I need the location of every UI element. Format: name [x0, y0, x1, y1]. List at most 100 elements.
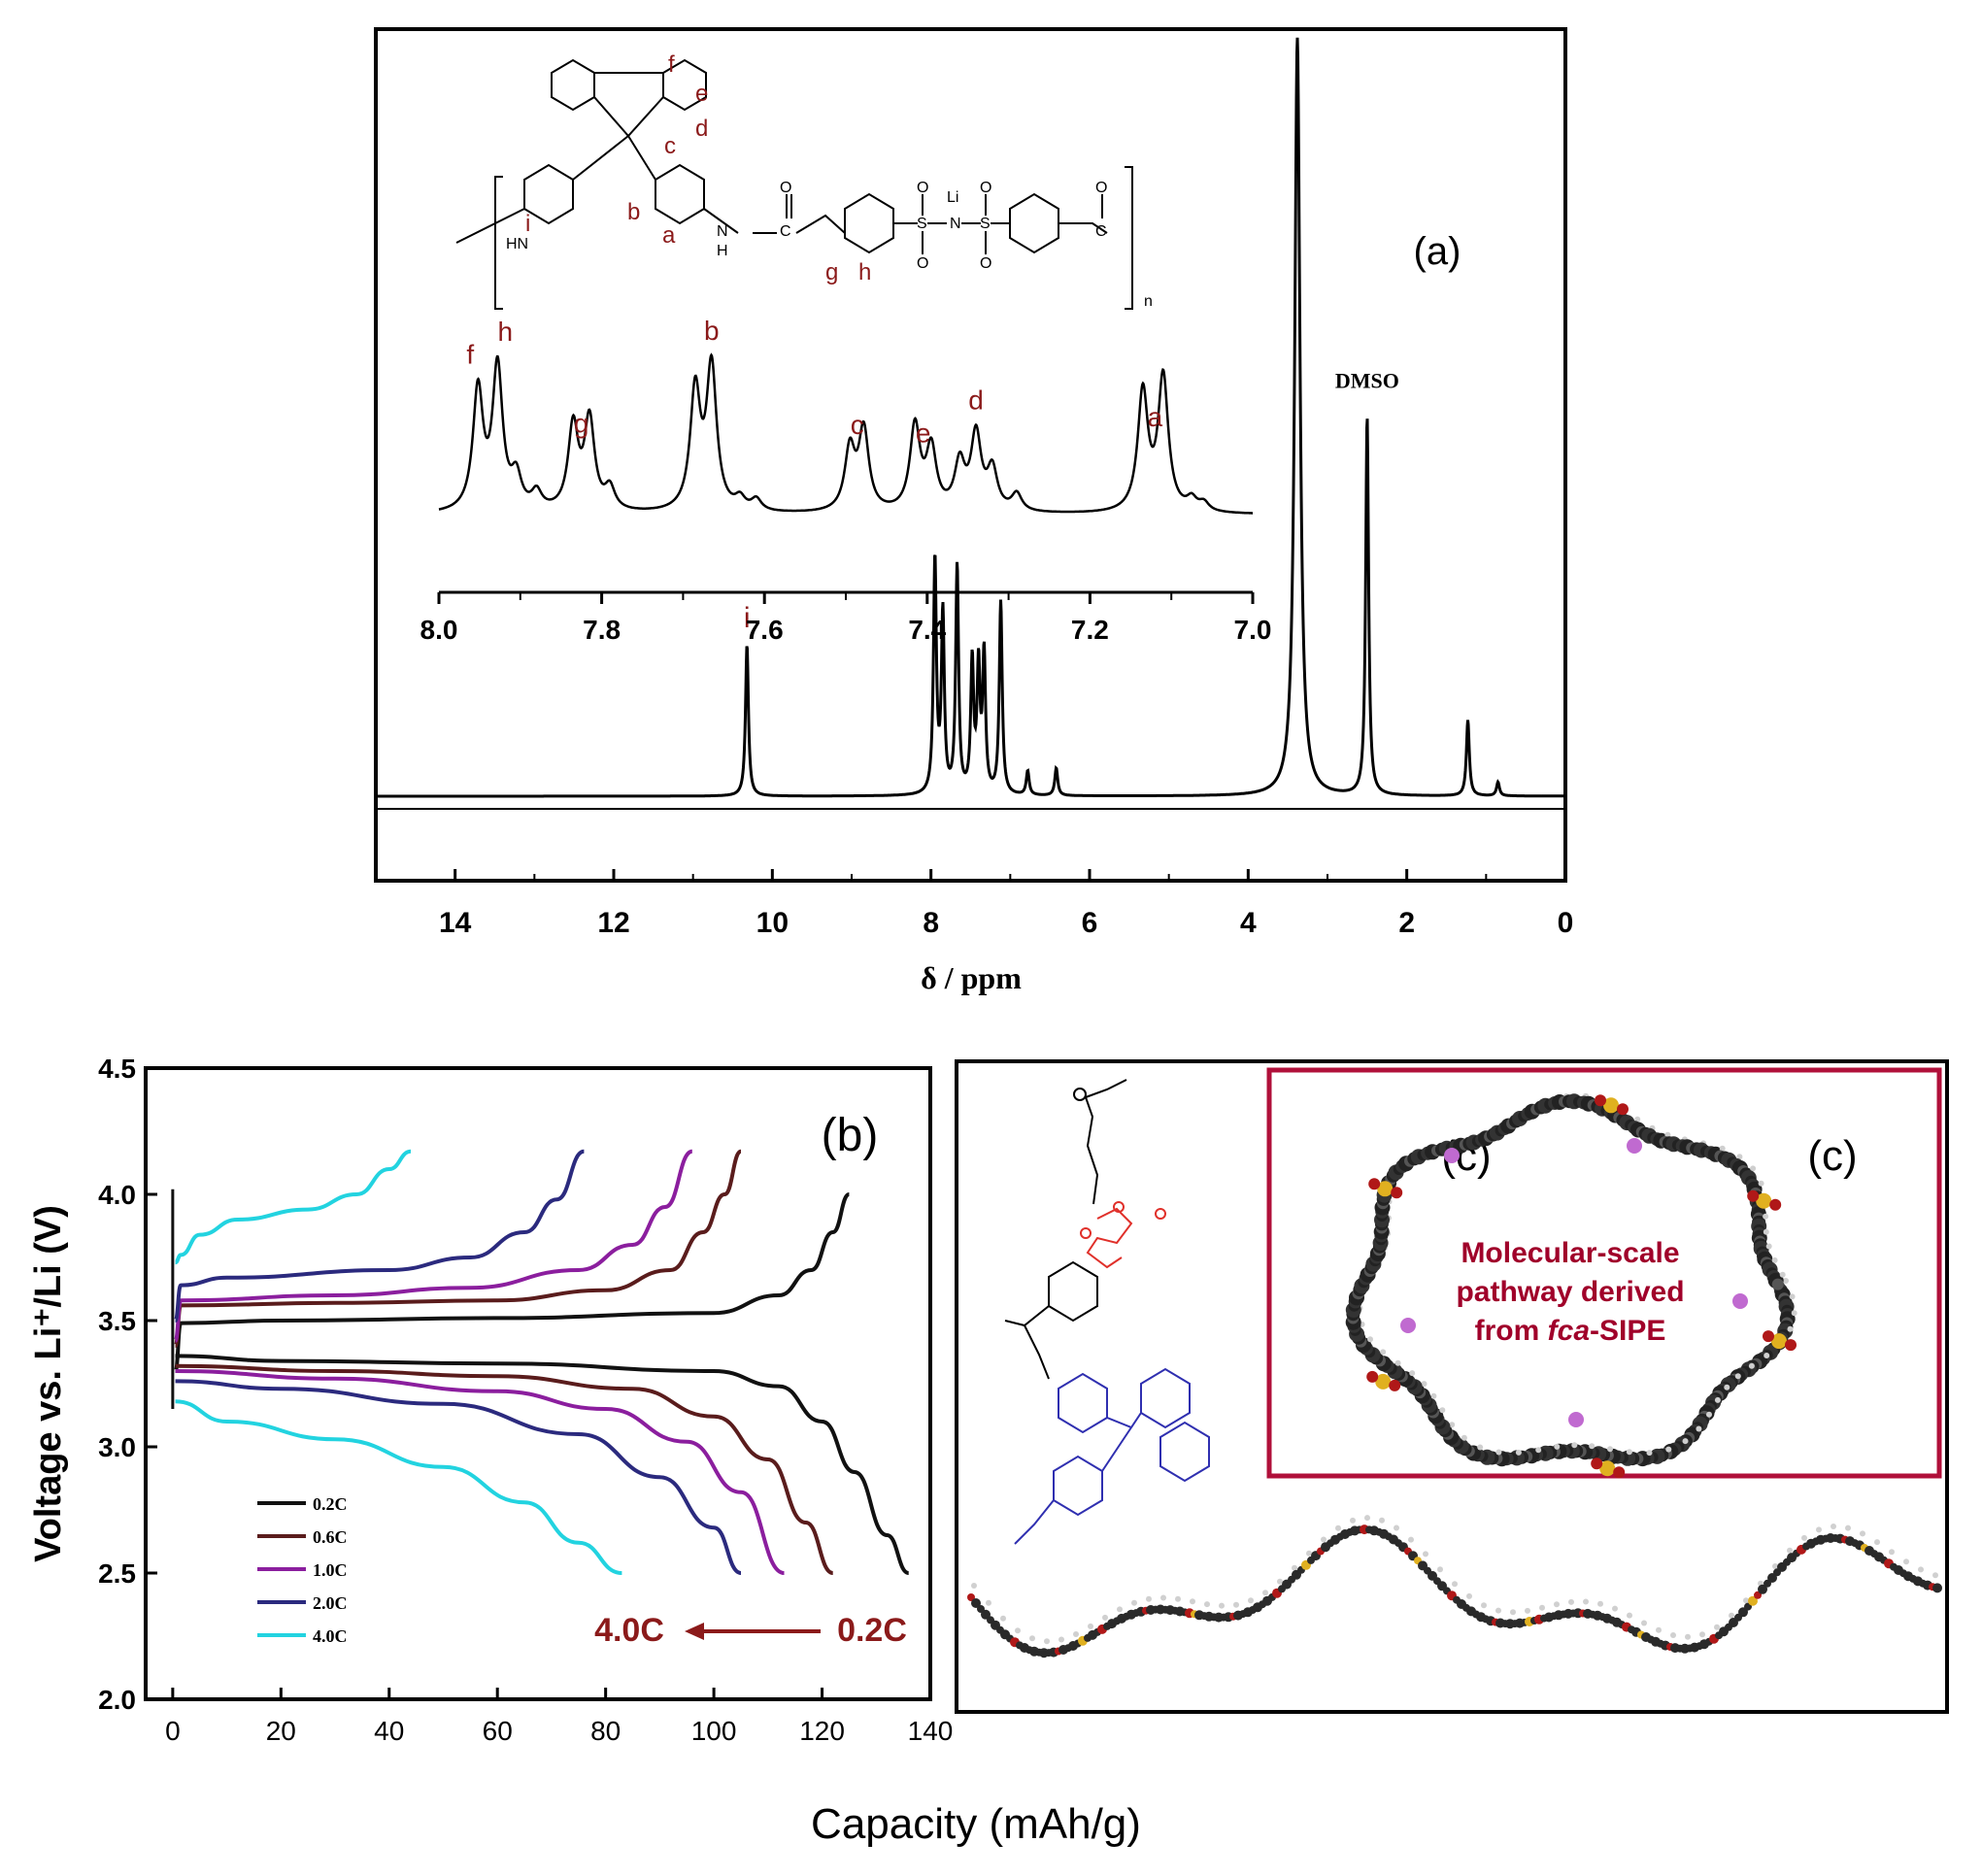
panel-c-annotation: Molecular-scale pathway derived from fca…: [1456, 1237, 1684, 1347]
inset-peak-label: b: [704, 316, 720, 346]
ring-hydrogen: [1758, 1180, 1764, 1187]
chain-hydrogen: [1437, 1566, 1443, 1573]
chain-hydrogen: [1612, 1605, 1618, 1612]
ring-hydrogen: [1783, 1278, 1789, 1284]
chain-hydrogen: [1044, 1638, 1050, 1645]
ring-phenyl-right: [655, 163, 705, 225]
ring-hydrogen: [1734, 1373, 1741, 1380]
chain-hydrogen: [1918, 1566, 1924, 1573]
ring-hydrogen: [1439, 1407, 1446, 1414]
chain-hydrogen: [1292, 1564, 1297, 1571]
inset-peak-label: f: [466, 339, 474, 369]
inset-peak-label: e: [916, 418, 931, 448]
chain-hydrogen: [1816, 1526, 1822, 1533]
sp3-carbon-bonds: [572, 135, 656, 181]
chain-hydrogen: [1627, 1612, 1632, 1619]
ring-hydrogen: [1750, 1165, 1757, 1172]
ring-lithium: [1627, 1138, 1642, 1154]
ring-hydrogen: [1719, 1145, 1726, 1152]
nmr-inset-spectrum: [438, 352, 1253, 515]
ring-hydrogen: [1714, 1396, 1721, 1403]
chain-hydrogen: [1903, 1558, 1909, 1565]
atom-h-amide: H: [717, 243, 728, 259]
atom-n-amide: N: [717, 223, 728, 240]
nmr-x-tick-label: 4: [1240, 907, 1257, 939]
nmr-x-tick-label: 6: [1082, 907, 1098, 939]
chain-atom: [1748, 1595, 1758, 1606]
sketch-ring-blue-2: [1140, 1367, 1191, 1429]
atom-li: Li: [947, 189, 958, 206]
ring-fluorene-left: [551, 58, 595, 112]
ring-hydrogen: [1706, 1411, 1712, 1418]
chain-hydrogen: [1597, 1600, 1603, 1607]
ring-hydrogen: [1779, 1271, 1786, 1278]
chain-atom: [1932, 1583, 1942, 1593]
b-x-tick-label: 120: [799, 1716, 845, 1746]
chain-hydrogen: [1277, 1578, 1283, 1585]
chain-hydrogen: [1190, 1598, 1195, 1605]
ring-hydrogen: [1495, 1449, 1502, 1456]
structure-label-f: f: [668, 51, 675, 78]
chain-hydrogen: [986, 1599, 991, 1606]
panel-c: (c) (c) Molecular-scale pathway derived …: [955, 1059, 1949, 1714]
ring-lithium: [1732, 1293, 1748, 1309]
sketch-chain-top: [1085, 1079, 1127, 1205]
rate-annotation-to: 0.2C: [837, 1612, 907, 1649]
ring-hydrogen: [1607, 1446, 1613, 1453]
curve-charge-0.6C: [173, 1149, 743, 1348]
panel-b: 0 20 40 60 80 100 120 140 2.0 2.5 3.0 3.5 4.0 4.5 (b)…: [28, 1054, 1141, 1848]
chain-hydrogen: [1350, 1517, 1356, 1524]
panel-a: 14 12 10 8 6 4 2 0 δ / ppm i DMSO (a) 8.0 7.8 7.6…: [374, 27, 1573, 995]
curve-charge-4.0C: [174, 1149, 412, 1265]
atom-c-carbonyl-2: C: [1095, 223, 1107, 240]
chain-hydrogen: [1641, 1620, 1647, 1626]
inset-peak-label: g: [574, 408, 589, 438]
ring-hydrogen: [1430, 1392, 1437, 1399]
structure-bracket-left: [494, 176, 503, 310]
chain-hydrogen: [1408, 1536, 1414, 1543]
chain-hydrogen: [1495, 1607, 1501, 1614]
ring-hydrogen: [1763, 1228, 1769, 1235]
ring-atom: [1771, 1278, 1784, 1290]
chain-hydrogen: [1131, 1599, 1137, 1606]
ring-hydrogen: [1477, 1444, 1484, 1451]
chain-hydrogen: [971, 1583, 977, 1589]
chain-hydrogen: [1379, 1517, 1385, 1524]
b-y-tick-label: 3.0: [98, 1432, 136, 1462]
sketch-atom-o: [1073, 1088, 1087, 1101]
chain-hydrogen: [1117, 1606, 1123, 1613]
chain-hydrogen: [1874, 1539, 1880, 1546]
ring-hydrogen: [1394, 1359, 1401, 1366]
chain-hydrogen: [1685, 1633, 1691, 1640]
chain-hydrogen: [1801, 1534, 1807, 1541]
chain-hydrogen: [1889, 1549, 1895, 1556]
backbone-right: [1058, 222, 1108, 234]
chain-hydrogen: [1568, 1598, 1574, 1605]
chain-hydrogen: [1394, 1524, 1399, 1531]
ring-sulfur: [1756, 1192, 1772, 1209]
sketch-red-o-2: [1155, 1208, 1166, 1220]
structure-label-h: h: [858, 259, 871, 285]
nmr-main-spectrum: [376, 37, 1565, 798]
b-y-tick-label: 4.5: [98, 1054, 136, 1084]
ring-oxygen: [1391, 1187, 1403, 1199]
ring-oxygen: [1747, 1189, 1760, 1202]
annotation-line-2: pathway derived: [1456, 1276, 1684, 1308]
chain-hydrogen: [1248, 1597, 1254, 1604]
ring-hydrogen: [1589, 1443, 1596, 1450]
annotation-line-3-suffix: -SIPE: [1590, 1315, 1665, 1347]
chain-hydrogen: [1699, 1631, 1705, 1638]
chain-hydrogen: [1466, 1592, 1472, 1599]
chain-hydrogen: [1670, 1632, 1676, 1638]
ring-oxygen: [1368, 1178, 1381, 1190]
nmr-x-tick-label: 12: [597, 907, 629, 939]
sketch-red-o-1: [1113, 1201, 1125, 1213]
ring-hydrogen: [1449, 1422, 1456, 1428]
nmr-x-tick-label: 14: [439, 907, 472, 939]
ring-hydrogen: [1634, 1116, 1641, 1122]
b-y-tick-label: 2.0: [98, 1685, 136, 1715]
chain-atom: [1758, 1584, 1767, 1594]
atom-s-1: S: [917, 216, 927, 232]
ring-lithium: [1400, 1318, 1416, 1333]
ring-hydrogen: [1763, 1213, 1769, 1220]
